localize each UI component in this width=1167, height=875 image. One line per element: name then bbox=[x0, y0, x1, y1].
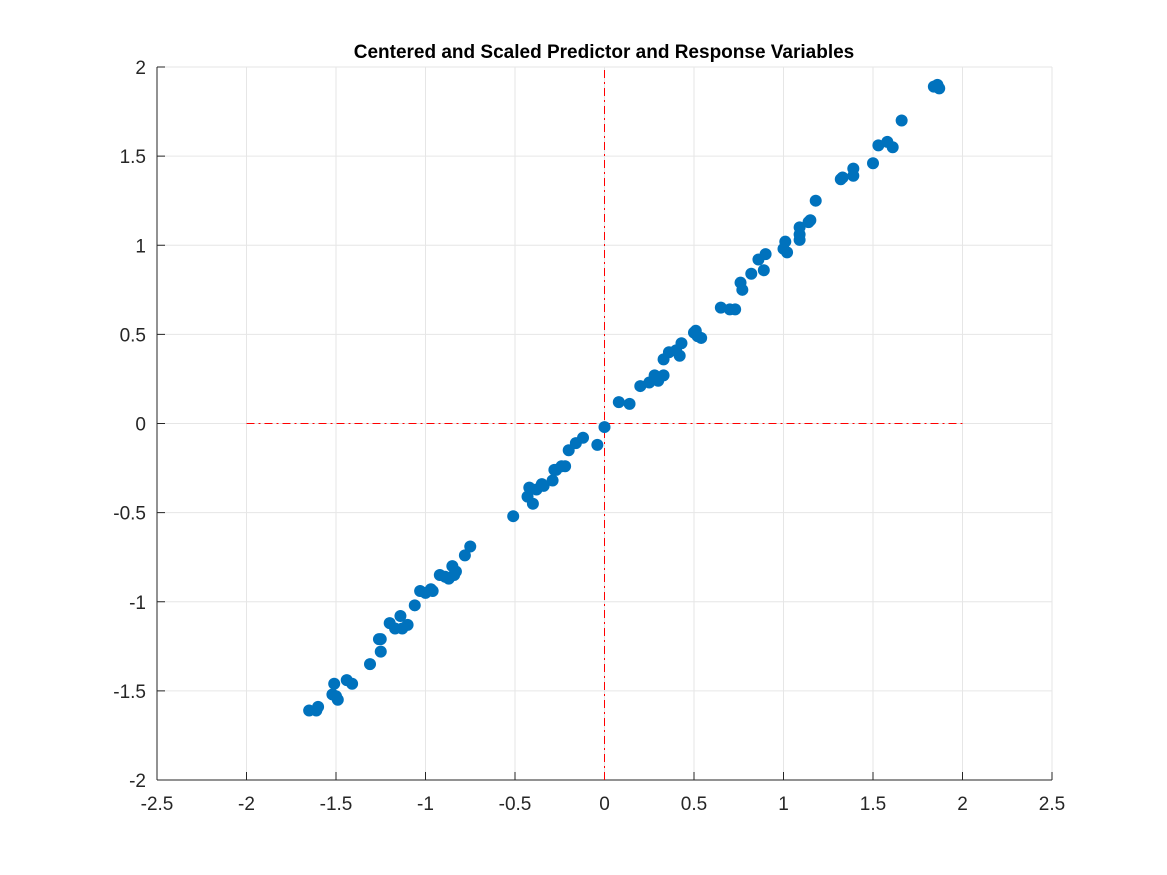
data-point bbox=[695, 331, 708, 344]
x-tick-label: -1 bbox=[417, 794, 434, 815]
data-point bbox=[374, 633, 387, 646]
data-point bbox=[537, 479, 550, 492]
x-tick-label: 1 bbox=[778, 794, 789, 815]
data-point bbox=[401, 618, 414, 631]
data-point bbox=[394, 610, 407, 623]
data-point bbox=[804, 214, 817, 227]
data-point bbox=[793, 233, 806, 246]
data-point bbox=[559, 460, 572, 473]
data-point bbox=[933, 82, 946, 95]
y-tick-label: -2 bbox=[129, 771, 146, 792]
data-point bbox=[577, 431, 590, 444]
data-point bbox=[714, 301, 727, 314]
reference-lines bbox=[246, 67, 963, 780]
x-tick-label: -2 bbox=[238, 794, 255, 815]
data-point bbox=[449, 565, 462, 578]
data-point bbox=[673, 349, 686, 362]
y-tick-label: -0.5 bbox=[113, 504, 146, 525]
data-point bbox=[781, 246, 794, 259]
y-tick-label: -1.5 bbox=[113, 682, 146, 703]
data-point bbox=[675, 337, 688, 350]
data-point bbox=[328, 677, 341, 690]
data-point bbox=[623, 397, 636, 410]
y-tick-label: 2 bbox=[135, 58, 146, 79]
x-tick-label: 2 bbox=[957, 794, 968, 815]
tick-labels: -2.5 -2 -1.5 -1 -0.5 0 0.5 1 1.5 2 2.5-2-1.5-1-0.5… bbox=[113, 58, 1065, 815]
data-point bbox=[867, 157, 879, 170]
data-point bbox=[591, 438, 604, 451]
x-tick-label: -2.5 bbox=[141, 794, 174, 815]
data-point bbox=[736, 283, 749, 296]
data-point bbox=[346, 677, 359, 690]
data-point bbox=[757, 264, 770, 277]
x-tick-label: 1.5 bbox=[860, 794, 886, 815]
data-point bbox=[458, 549, 471, 562]
data-point bbox=[598, 421, 611, 434]
data-point bbox=[886, 141, 899, 154]
data-point bbox=[847, 169, 860, 182]
x-tick-label: 0.5 bbox=[681, 794, 707, 815]
data-point bbox=[779, 235, 792, 248]
y-tick-label: 1.5 bbox=[120, 147, 146, 168]
data-point bbox=[657, 369, 670, 382]
data-point bbox=[546, 474, 559, 487]
data-point bbox=[895, 114, 908, 127]
data-point bbox=[374, 645, 387, 658]
data-point bbox=[312, 700, 325, 713]
data-point bbox=[464, 540, 477, 553]
data-point bbox=[809, 194, 822, 207]
data-point bbox=[745, 267, 758, 280]
data-point bbox=[331, 693, 344, 706]
y-tick-label: 1 bbox=[135, 236, 146, 257]
data-point bbox=[729, 303, 742, 316]
data-point bbox=[426, 585, 439, 598]
data-point bbox=[507, 510, 520, 523]
x-tick-label: 0 bbox=[599, 794, 610, 815]
x-tick-label: -0.5 bbox=[499, 794, 532, 815]
data-points bbox=[303, 78, 946, 717]
data-point bbox=[836, 171, 849, 184]
y-tick-label: 0 bbox=[135, 415, 146, 436]
data-point bbox=[408, 599, 421, 612]
chart-title: Centered and Scaled Predictor and Respon… bbox=[354, 42, 855, 63]
data-point bbox=[612, 396, 625, 409]
x-tick-label: 2.5 bbox=[1039, 794, 1065, 815]
x-tick-label: -1.5 bbox=[320, 794, 353, 815]
data-point bbox=[526, 497, 539, 510]
y-tick-label: -1 bbox=[129, 593, 146, 614]
y-tick-label: 0.5 bbox=[120, 325, 146, 346]
data-point bbox=[364, 658, 377, 671]
data-point bbox=[759, 248, 772, 261]
